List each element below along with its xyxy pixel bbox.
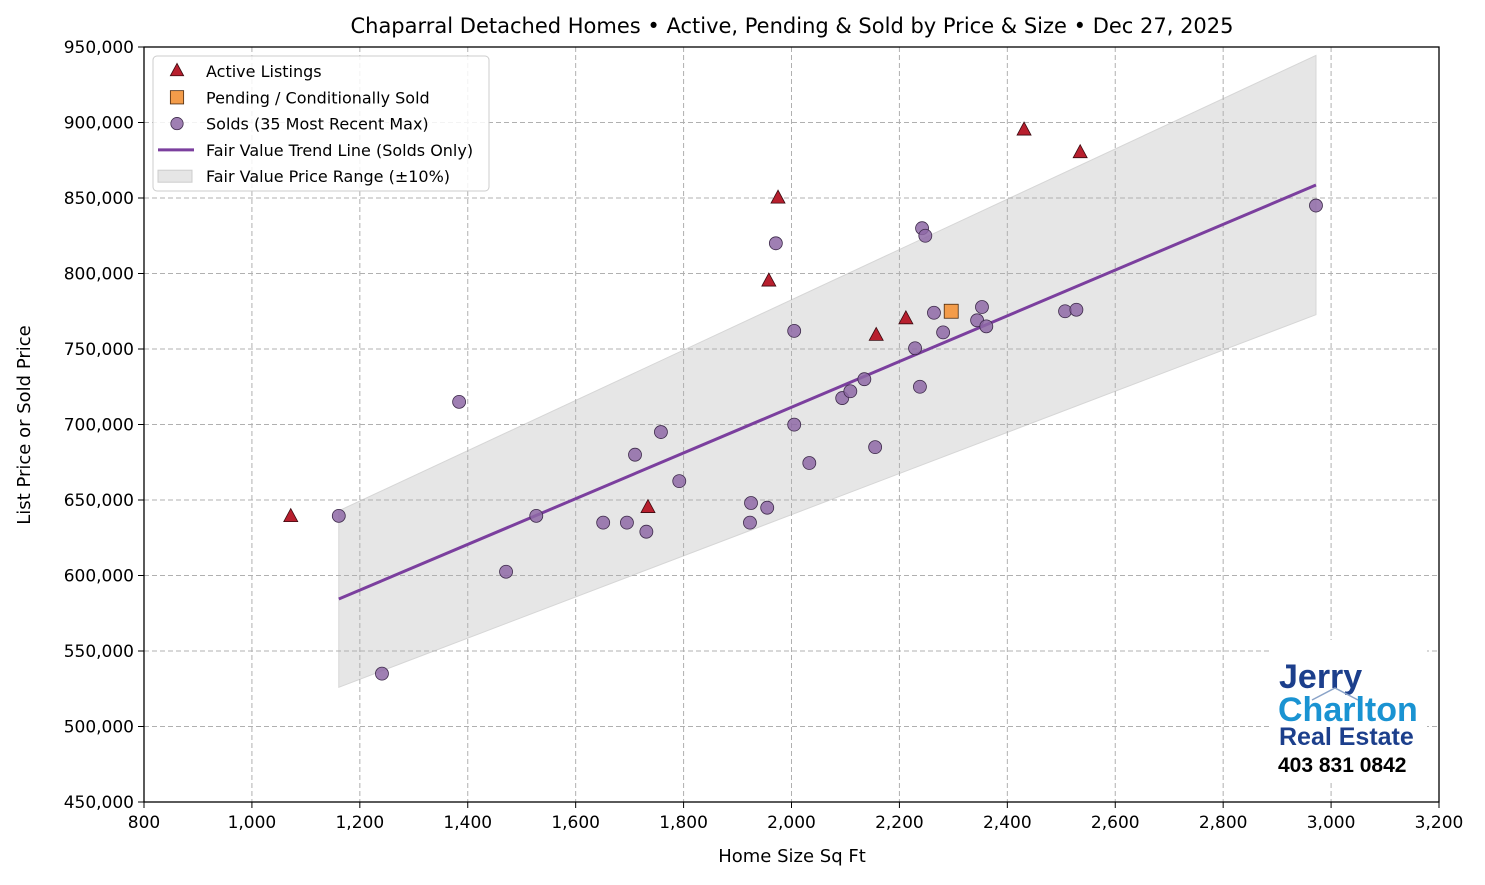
sold-point <box>628 447 642 462</box>
logo-line3: Real Estate <box>1279 723 1414 751</box>
legend-label: Fair Value Price Range (±10%) <box>206 167 450 186</box>
y-tick-label: 600,000 <box>64 567 134 587</box>
x-tick-label: 1,000 <box>228 813 277 833</box>
sold-point <box>979 319 994 334</box>
x-tick-label: 1,200 <box>335 813 384 833</box>
x-tick-label: 2,800 <box>1199 813 1248 833</box>
sold-point <box>787 323 802 338</box>
y-tick-label: 450,000 <box>64 793 134 813</box>
active-listing-point <box>898 309 914 325</box>
logo-line1: Jerry <box>1279 658 1362 696</box>
sold-point <box>639 524 654 539</box>
y-tick-label: 700,000 <box>64 416 134 436</box>
fair-value-trend-line <box>338 183 1317 601</box>
sold-point <box>499 564 513 579</box>
y-axis-label: List Price or Sold Price <box>14 325 35 524</box>
x-tick-label: 3,000 <box>1307 813 1356 833</box>
x-tick-label: 2,600 <box>1091 813 1140 833</box>
sold-point <box>654 425 668 439</box>
sold-point <box>802 456 817 470</box>
x-tick-label: 1,400 <box>443 813 492 833</box>
y-tick-label: 850,000 <box>64 189 134 209</box>
active-listing-point <box>770 189 786 204</box>
logo-phone: 403 831 0842 <box>1278 754 1406 777</box>
y-tick-label: 750,000 <box>64 340 134 360</box>
y-tick-label: 500,000 <box>64 718 134 738</box>
sold-point <box>452 394 467 409</box>
y-tick-label: 550,000 <box>64 642 134 662</box>
x-axis-label: Home Size Sq Ft <box>718 846 866 867</box>
fair-value-band <box>338 54 1317 689</box>
x-tick-label: 2,400 <box>983 813 1032 833</box>
active-listing-point <box>761 272 777 287</box>
legend-square-swatch <box>169 90 185 105</box>
legend-label: Pending / Conditionally Sold <box>206 88 430 107</box>
active-listing-point <box>1016 121 1032 136</box>
sold-point <box>1058 304 1072 319</box>
sold-point <box>975 300 989 314</box>
sold-point <box>857 372 872 387</box>
legend-label: Fair Value Trend Line (Solds Only) <box>206 141 473 160</box>
sold-point <box>768 236 783 251</box>
y-tick-label: 800,000 <box>64 265 134 285</box>
house-roof-icon <box>1311 687 1359 701</box>
legend: Active Listings Pending / Conditionally S… <box>152 55 490 192</box>
legend-circle-swatch <box>170 117 184 131</box>
x-tick-label: 2,000 <box>767 813 816 833</box>
sold-point <box>927 305 941 320</box>
sold-point <box>760 500 775 515</box>
y-tick-label: 950,000 <box>64 38 134 58</box>
x-tick-label: 800 <box>128 813 160 833</box>
pending-point <box>943 303 959 319</box>
active-listing-point <box>868 326 884 341</box>
logo: Jerry Charlton Real Estate 403 831 0842 <box>1272 640 1427 780</box>
x-tick-label: 1,800 <box>659 813 708 833</box>
x-tick-label: 3,200 <box>1415 813 1464 833</box>
sold-point <box>744 496 758 510</box>
sold-point <box>672 474 687 489</box>
sold-point <box>787 417 802 432</box>
x-tick-label: 2,200 <box>875 813 924 833</box>
chart-title: Chaparral Detached Homes • Active, Pendi… <box>350 14 1233 38</box>
legend-label: Solds (35 Most Recent Max) <box>206 115 429 134</box>
active-listing-point <box>283 507 299 523</box>
sold-point <box>743 515 757 530</box>
sold-point <box>936 325 951 340</box>
sold-point <box>1309 198 1323 213</box>
legend-label: Active Listings <box>206 62 322 81</box>
sold-point <box>596 515 611 530</box>
sold-point <box>375 666 389 681</box>
x-tick-label: 1,600 <box>551 813 600 833</box>
legend-triangle-swatch <box>169 62 185 77</box>
y-tick-label: 900,000 <box>64 114 134 134</box>
logo-line2: Charlton <box>1278 691 1418 729</box>
sold-point <box>843 384 858 399</box>
active-listing-point <box>640 498 656 513</box>
sold-point <box>529 508 544 523</box>
y-tick-label: 650,000 <box>64 491 134 511</box>
active-listing-point <box>1072 143 1088 159</box>
sold-point <box>908 341 922 356</box>
sold-point <box>1069 302 1084 317</box>
sold-point <box>620 515 634 530</box>
legend-box <box>152 55 490 192</box>
sold-point <box>913 379 927 394</box>
legend-band-swatch <box>157 169 193 183</box>
sold-point <box>868 440 883 455</box>
sold-point <box>918 228 933 243</box>
sold-point <box>331 508 346 523</box>
